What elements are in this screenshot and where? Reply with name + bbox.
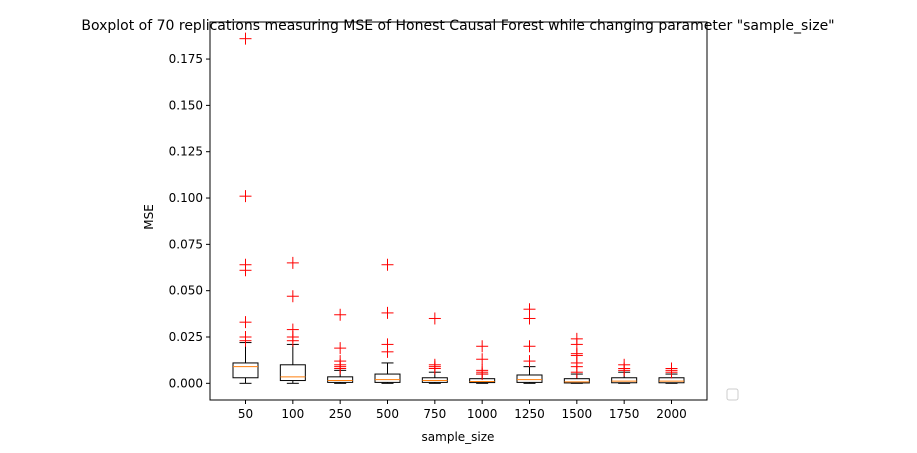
- outlier-marker: [239, 316, 252, 329]
- box-1750: [611, 358, 638, 384]
- box-iqr: [327, 376, 354, 383]
- y-tick-label: 0.075: [169, 237, 203, 251]
- box-iqr: [516, 374, 543, 383]
- x-tick-label: 500: [376, 407, 399, 421]
- box-1500: [563, 332, 590, 384]
- outlier-marker: [286, 334, 299, 347]
- box-100: [279, 256, 306, 384]
- outlier-marker: [286, 290, 299, 303]
- outlier-marker: [334, 342, 347, 355]
- y-axis-label: MSE: [142, 204, 156, 230]
- box-750: [421, 312, 448, 384]
- plot-area: [232, 32, 685, 384]
- outlier-marker: [523, 312, 536, 325]
- x-tick-label: 1500: [562, 407, 593, 421]
- outlier-marker: [239, 334, 252, 347]
- x-tick-label: 50: [238, 407, 253, 421]
- box-iqr: [279, 364, 306, 382]
- legend-box: [726, 388, 739, 401]
- outlier-marker: [334, 362, 347, 375]
- outlier-marker: [523, 355, 536, 368]
- outlier-marker: [428, 312, 441, 325]
- outlier-marker: [381, 306, 394, 319]
- outlier-marker: [428, 362, 441, 375]
- box-1250: [516, 303, 543, 384]
- y-axis: 0.000 0.025 0.050 0.075 0.100 0.125 0.150 0.175: [169, 52, 210, 390]
- box-50: [232, 32, 259, 384]
- chart-title: Boxplot of 70 replications measuring MSE…: [81, 18, 834, 34]
- y-tick-label: 0.000: [169, 376, 203, 390]
- outlier-marker: [286, 256, 299, 269]
- x-axis: 50 100 250 500 750 1000 1250 1500 1750 2000: [238, 400, 687, 421]
- box-iqr: [374, 373, 401, 383]
- x-tick-label: 2000: [656, 407, 687, 421]
- y-tick-label: 0.125: [169, 145, 203, 159]
- outlier-marker: [334, 308, 347, 321]
- y-tick-label: 0.050: [169, 284, 203, 298]
- outlier-marker: [239, 190, 252, 203]
- y-tick-label: 0.175: [169, 52, 203, 66]
- y-tick-label: 0.100: [169, 191, 203, 205]
- x-axis-label: sample_size: [422, 430, 495, 444]
- box-2000: [658, 362, 685, 384]
- plot-frame: [209, 21, 708, 401]
- box-1000: [469, 340, 496, 384]
- x-tick-label: 1750: [609, 407, 640, 421]
- outlier-marker: [476, 368, 489, 381]
- outlier-marker: [381, 345, 394, 358]
- x-tick-label: 1250: [514, 407, 545, 421]
- box-500: [374, 258, 401, 384]
- outlier-marker: [239, 32, 252, 45]
- outlier-marker: [570, 366, 583, 379]
- y-tick-label: 0.150: [169, 98, 203, 112]
- x-tick-label: 750: [423, 407, 446, 421]
- box-iqr: [232, 362, 259, 379]
- outlier-marker: [239, 264, 252, 277]
- outlier-marker: [665, 366, 678, 379]
- x-tick-label: 100: [281, 407, 304, 421]
- outlier-marker: [618, 364, 631, 377]
- y-tick-label: 0.025: [169, 330, 203, 344]
- outlier-marker: [523, 340, 536, 353]
- x-tick-label: 250: [329, 407, 352, 421]
- box-iqr: [658, 377, 685, 384]
- outlier-marker: [381, 258, 394, 271]
- box-250: [327, 308, 354, 384]
- box-iqr: [563, 378, 590, 384]
- outlier-marker: [476, 340, 489, 353]
- x-tick-label: 1000: [467, 407, 498, 421]
- outlier-marker: [476, 353, 489, 366]
- box-iqr: [611, 377, 638, 384]
